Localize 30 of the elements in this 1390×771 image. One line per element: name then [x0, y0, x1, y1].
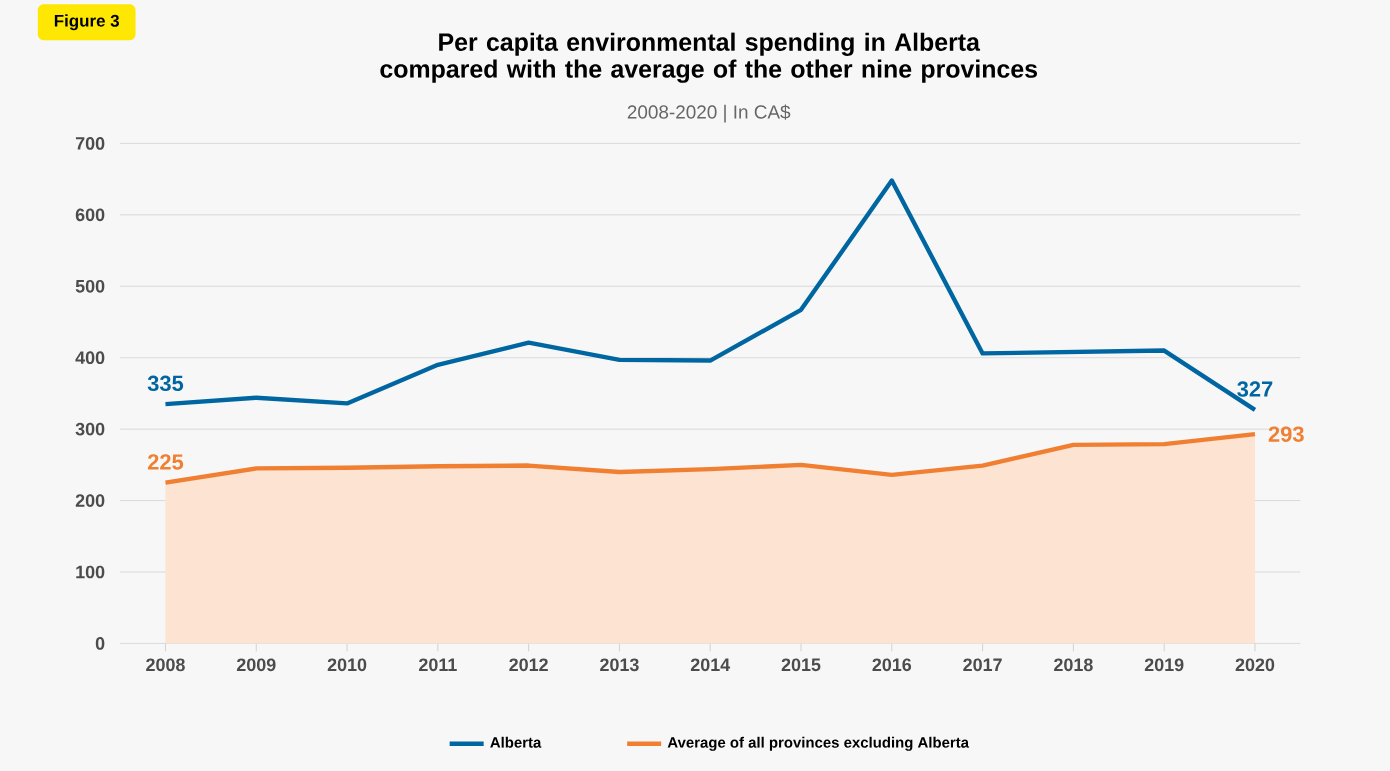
y-tick-label: 700 [75, 137, 105, 150]
chart-subtitle: 2008-2020 | In CA$ [627, 104, 791, 123]
y-tick-label: 600 [75, 208, 105, 222]
x-tick-label: 2008 [146, 658, 185, 672]
x-tick-label: 2010 [327, 658, 367, 672]
x-tick-label: 2012 [509, 658, 548, 672]
x-tick-label: 2014 [690, 658, 731, 672]
y-tick-label: 100 [76, 565, 105, 579]
y-tick-label: 500 [75, 279, 105, 293]
x-tick-label: 2017 [963, 658, 1002, 672]
data-label: 293 [1268, 426, 1304, 442]
y-tick-label: 300 [75, 422, 105, 436]
x-tick-label: 2015 [781, 658, 821, 672]
y-tick-label: 400 [75, 351, 105, 365]
x-tick-label: 2019 [1144, 658, 1184, 672]
x-tick-label: 2009 [236, 658, 276, 672]
x-tick-label: 2016 [872, 658, 912, 672]
chart-title: Per capita environmental spending in Alberta compared with the average of the other nine provinces [380, 32, 1038, 83]
x-tick-label: 2018 [1054, 658, 1093, 672]
x-tick-label: 2011 [419, 658, 457, 672]
x-tick-label: 2013 [600, 658, 639, 672]
legend-label: Alberta [490, 736, 542, 748]
data-label: 225 [147, 454, 184, 470]
y-tick-label: 0 [95, 637, 105, 650]
data-label: 327 [1237, 381, 1273, 397]
y-tick-label: 200 [75, 494, 105, 507]
x-tick-label: 2020 [1235, 658, 1275, 672]
legend-label: Average of all provinces excluding Alberta [667, 736, 970, 751]
data-label: 335 [147, 375, 184, 392]
caption: Figure 3 [54, 14, 119, 31]
